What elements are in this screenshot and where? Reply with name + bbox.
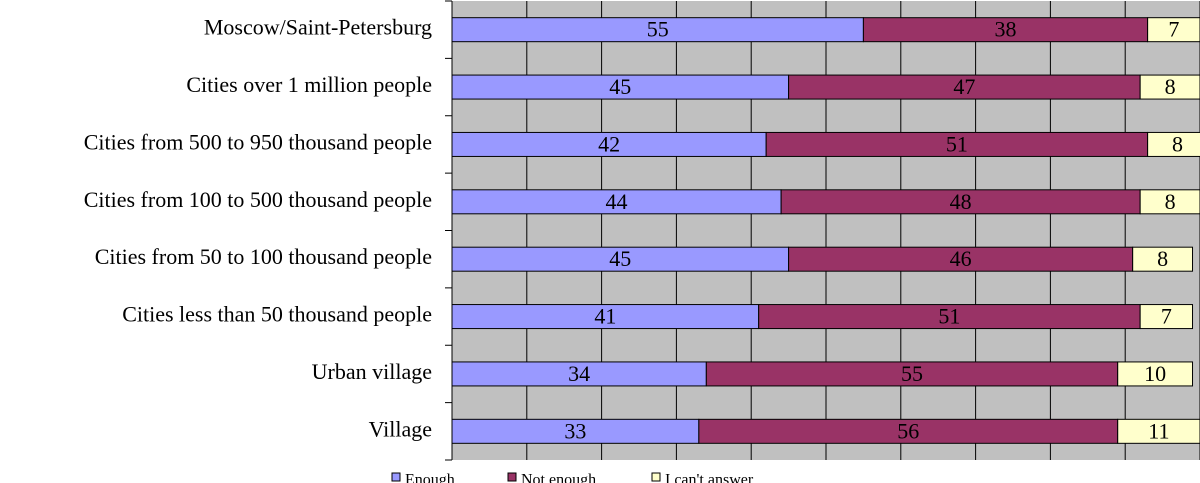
data-label: 44	[606, 189, 628, 214]
bar-segment	[705, 361, 1119, 387]
data-label: 51	[938, 304, 960, 329]
data-label: 38	[995, 17, 1017, 42]
data-label: 46	[950, 246, 972, 271]
y-tick-label: Cities from 50 to 100 thousand people	[95, 244, 432, 269]
y-tick-label: Cities less than 50 thousand people	[122, 302, 432, 327]
bar-segment	[1147, 17, 1200, 43]
bar-segment	[1117, 361, 1194, 387]
data-label: 45	[609, 246, 631, 271]
data-label: 45	[609, 74, 631, 99]
data-label: 11	[1148, 418, 1169, 443]
bar-segment	[788, 246, 1134, 272]
bar-segment	[1139, 189, 1200, 215]
data-label: 55	[901, 361, 923, 386]
data-label: 7	[1168, 17, 1179, 42]
data-label: 33	[564, 418, 586, 443]
bar-segment	[451, 131, 767, 157]
bar-segment	[1139, 304, 1194, 330]
data-label: 7	[1161, 304, 1172, 329]
bar-segment	[1132, 246, 1194, 272]
y-tick-label: Village	[369, 416, 432, 441]
bar-segment	[451, 17, 864, 43]
bar-segment	[451, 189, 782, 215]
data-label: 8	[1172, 131, 1183, 156]
data-label: 48	[950, 189, 972, 214]
legend-swatch	[507, 472, 517, 482]
data-label: 42	[598, 131, 620, 156]
bar-segment	[451, 246, 790, 272]
y-tick-label: Moscow/Saint-Petersburg	[204, 15, 432, 40]
legend-label: I can't answer	[665, 472, 754, 483]
data-label: 41	[594, 304, 616, 329]
y-tick-label: Cities from 100 to 500 thousand people	[84, 187, 432, 212]
y-tick-label: Urban village	[312, 359, 432, 384]
bar-segment	[451, 418, 700, 444]
bar-segment	[1117, 418, 1200, 444]
legend-swatch	[651, 472, 661, 482]
bar-segment	[698, 418, 1119, 444]
data-label: 8	[1165, 74, 1176, 99]
data-label: 34	[568, 361, 590, 386]
bar-segment	[758, 304, 1141, 330]
data-label: 10	[1144, 361, 1166, 386]
bar-segment	[788, 74, 1141, 100]
legend-swatch	[391, 472, 401, 482]
data-label: 8	[1165, 189, 1176, 214]
bar-segment	[862, 17, 1149, 43]
data-label: 47	[953, 74, 975, 99]
bar-segment	[451, 304, 760, 330]
legend-label: Enough	[405, 472, 455, 483]
bar-segment	[1147, 131, 1200, 157]
data-label: 55	[647, 17, 669, 42]
y-tick-label: Cities over 1 million people	[186, 72, 432, 97]
bar-segment	[451, 74, 790, 100]
data-label: 8	[1157, 246, 1168, 271]
bar-segment	[1139, 74, 1200, 100]
data-label: 51	[946, 131, 968, 156]
y-tick-label: Cities from 500 to 950 thousand people	[84, 129, 432, 154]
data-label: 56	[897, 418, 919, 443]
legend-label: Not enough	[521, 472, 596, 483]
